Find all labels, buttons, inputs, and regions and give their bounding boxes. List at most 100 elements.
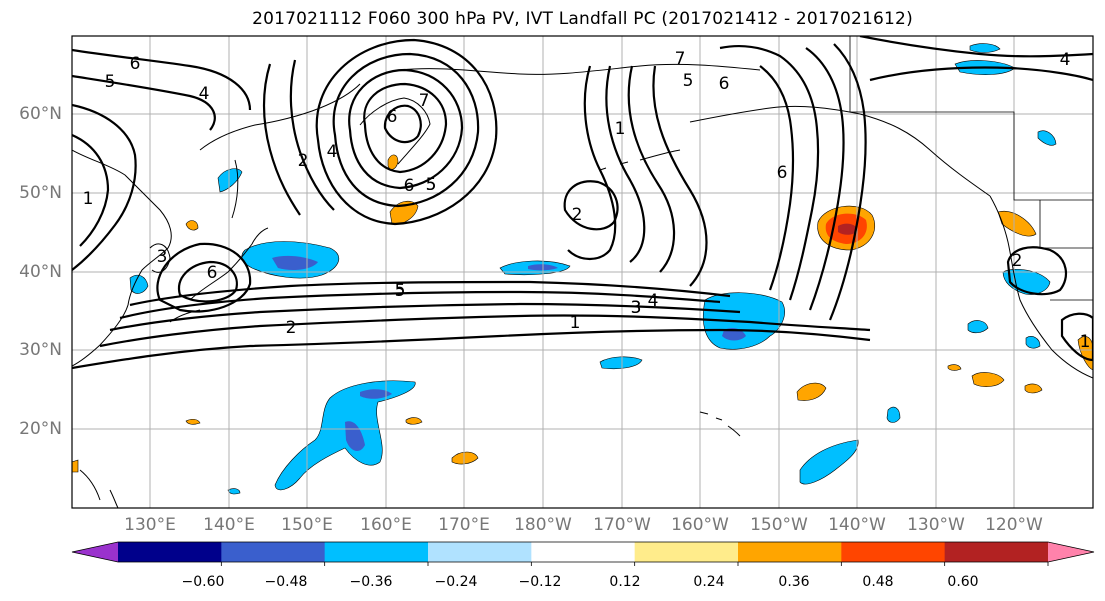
contour-label: 3	[157, 247, 168, 267]
pv-contour-trough	[627, 65, 676, 273]
contour-label: 3	[631, 298, 642, 318]
pv-contours	[72, 36, 1093, 370]
map-area	[72, 36, 1093, 508]
negative-anomaly-region	[217, 168, 243, 193]
contour-label: 2	[572, 205, 583, 225]
colorbar-segment	[738, 542, 842, 562]
colorbar-segment	[531, 542, 636, 562]
positive-anomaly-region	[997, 210, 1037, 237]
contour-label: 2	[298, 151, 309, 171]
lon-label: 150°W	[750, 515, 808, 535]
sakhalin-coastline	[231, 159, 239, 219]
lon-label: 180°W	[514, 515, 572, 535]
negative-anomaly-region	[1037, 130, 1057, 146]
pv-contour-ridge	[869, 66, 1093, 82]
pv-contour-west	[289, 59, 335, 211]
contour-label: 7	[419, 91, 430, 111]
coastlines	[72, 36, 1093, 508]
pv-contour-5	[129, 280, 731, 307]
lat-label: 50°N	[19, 183, 62, 203]
colorbar-segment	[118, 542, 222, 562]
pv-contour-vortex	[332, 52, 480, 208]
pv-contour-ridge	[859, 36, 1093, 58]
map-frame	[71, 35, 1094, 509]
lat-label: 40°N	[19, 262, 62, 282]
positive-anomaly-region	[796, 382, 827, 401]
lon-label: 140°E	[203, 515, 255, 535]
colorbar-extend-low	[72, 542, 118, 562]
contour-label: 5	[395, 280, 406, 300]
pv-contour-3	[109, 302, 741, 332]
lon-label: 140°W	[828, 515, 886, 535]
contour-label: 3	[631, 298, 642, 318]
pv-contour-ridge	[719, 45, 820, 301]
negative-anomaly-region	[129, 274, 149, 294]
contour-label: 1	[83, 189, 94, 209]
lon-label: 160°E	[360, 515, 412, 535]
okhotsk-coastline	[199, 83, 361, 151]
hawaii-islands	[699, 411, 741, 437]
pv-contour-vortex	[348, 68, 464, 190]
contour-label: 5	[426, 175, 437, 195]
contour-label: 5	[105, 72, 116, 92]
colorbar-tick-label: −0.60	[181, 574, 225, 590]
colorbar-segment	[634, 542, 739, 562]
lon-label: 130°W	[907, 515, 965, 535]
negative-anomaly-region	[1025, 336, 1041, 349]
contour-label: 5	[395, 281, 406, 301]
colorbar-tick-label: −0.48	[264, 574, 308, 590]
contour-label: 7	[675, 49, 686, 69]
pv-contour-vortex	[315, 38, 498, 226]
colorbar-tick-label: −0.12	[518, 574, 562, 590]
pv-contour-closed	[563, 180, 619, 231]
pv-contour-2	[99, 314, 871, 348]
lat-label: 60°N	[19, 104, 62, 124]
negative-anomaly-region	[227, 488, 241, 495]
lon-label: 170°E	[438, 515, 490, 535]
colorbar-tick-label: 0.60	[947, 574, 979, 590]
pv-contour-trough	[605, 65, 646, 263]
contour-label: 4	[1060, 50, 1071, 70]
lat-label: 20°N	[19, 419, 62, 439]
lon-label: 150°E	[281, 515, 333, 535]
negative-anomaly-region	[969, 43, 1001, 53]
pv-contour-vortex	[363, 82, 448, 174]
colorbar-extend-high	[1048, 542, 1094, 562]
colorbar-tick-label: −0.36	[349, 574, 393, 590]
pv-contour-west	[72, 48, 252, 111]
contour-label: 1	[615, 119, 626, 139]
contour-label: 2	[286, 318, 297, 338]
contour-label: 6	[207, 263, 218, 283]
negative-anomaly-region	[599, 356, 643, 370]
siberia-coastline	[399, 63, 761, 75]
contour-label: 1	[570, 313, 581, 333]
pv-contour-4	[119, 290, 721, 320]
positive-anomaly-region	[405, 417, 423, 425]
contour-label: 1	[1080, 332, 1091, 352]
positive-anomaly-core	[838, 223, 858, 235]
positive-anomaly-region	[185, 418, 201, 425]
contour-label: 6	[130, 54, 141, 74]
alaska-coastline	[689, 105, 991, 197]
contour-label: 5	[683, 71, 694, 91]
colorbar-tick-label: 0.24	[693, 574, 725, 590]
philippines-coastline	[79, 469, 119, 508]
lon-label: 130°E	[124, 515, 176, 535]
contour-labels: 6 5 4 2 1 3 6 5 4 2 7 5 6 1 5 4 3 1 2 7 …	[83, 49, 1091, 352]
gridlines	[72, 36, 1093, 508]
colorbar-tick-label: −0.24	[434, 574, 478, 590]
contour-label: 5	[426, 175, 437, 195]
contour-label: 4	[648, 291, 659, 311]
colorbar-segment	[428, 542, 532, 562]
asia-coastline	[72, 149, 172, 367]
colorbar-segment	[324, 542, 429, 562]
contour-label: 4	[199, 84, 210, 104]
contour-label: 6	[777, 163, 788, 183]
positive-anomaly-region	[185, 220, 199, 231]
negative-anomaly-core	[360, 389, 392, 399]
pv-contour-ring	[177, 260, 238, 303]
contour-label: 2	[1012, 251, 1023, 271]
pv-contour-west	[72, 133, 110, 247]
colorbar-tick-label: 0.12	[609, 574, 641, 590]
contour-label: 6	[719, 74, 730, 94]
